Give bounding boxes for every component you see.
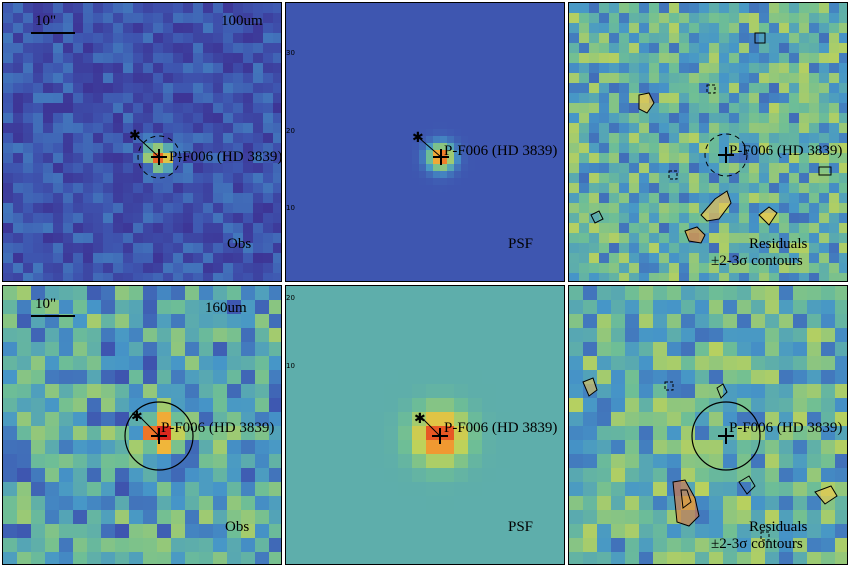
residuals-160um-image	[569, 286, 847, 564]
obs-160um-panel: 10" 160um ✱ P-F006 (HD 3839) Obs	[2, 285, 282, 565]
residuals-100um-panel: P-F006 (HD 3839) Residuals ±2-3σ contour…	[568, 2, 848, 282]
psf-100um-image	[286, 3, 564, 281]
residuals-100um-image	[569, 3, 847, 281]
obs-160um-image	[3, 286, 281, 564]
residuals-160um-panel: P-F006 (HD 3839) Residuals ±2-3σ contour…	[568, 285, 848, 565]
obs-100um-image	[3, 3, 281, 281]
psf-160um-image	[286, 286, 564, 564]
psf-160um-panel: 20 10 ✱ P-F006 (HD 3839) PSF	[285, 285, 565, 565]
obs-100um-panel: 10" 100um ✱ P-F006 (HD 3839) Obs	[2, 2, 282, 282]
psf-100um-panel: 30 20 10 ✱ P-F006 (HD 3839) PSF	[285, 2, 565, 282]
